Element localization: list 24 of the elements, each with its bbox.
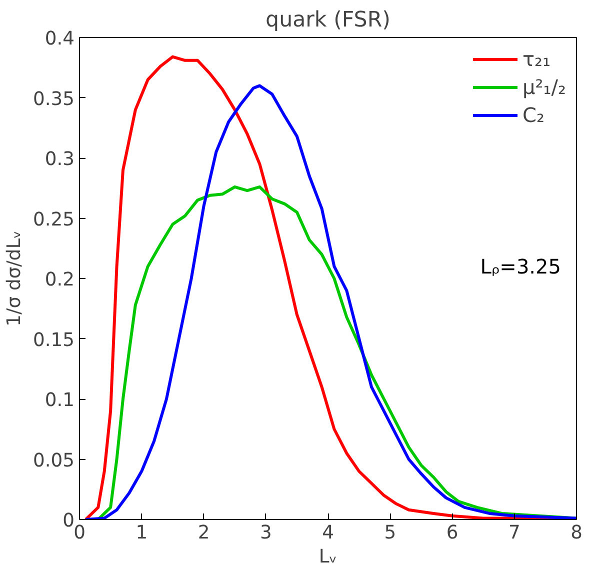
x-axis-title: Lᵥ (318, 546, 338, 568)
legend-label: C₂ (522, 103, 544, 127)
y-tick-label: 0.4 (44, 28, 74, 50)
x-tick-label: 1 (136, 522, 148, 544)
x-tick-label: 6 (446, 522, 458, 544)
y-axis-title: 1/σ dσ/dLᵥ (4, 230, 25, 326)
y-tick-label: 0.2 (44, 270, 74, 290)
legend-label: τ₂₁ (522, 47, 551, 71)
annotation: Lᵨ=3.25 (480, 254, 561, 278)
x-tick-label: 4 (322, 522, 334, 544)
x-tick-label: 8 (570, 522, 582, 544)
x-tick-label: 7 (508, 522, 520, 544)
x-tick-label: 3 (260, 522, 272, 544)
line-series (96, 185, 576, 520)
x-tick-label: 2 (198, 522, 210, 544)
chart-title: quark (FSR) (266, 8, 390, 32)
y-tick-label: 0.3 (44, 149, 74, 170)
x-tick-label: 5 (384, 522, 396, 544)
legend-label: μ²₁/₂ (522, 75, 566, 99)
y-tick-label: 0.25 (32, 209, 75, 230)
y-tick-label: 0.1 (44, 390, 74, 411)
y-tick-label: 0.35 (32, 88, 75, 110)
y-tick-label: 0.15 (32, 330, 75, 351)
y-tick-label: 0.05 (32, 450, 75, 472)
